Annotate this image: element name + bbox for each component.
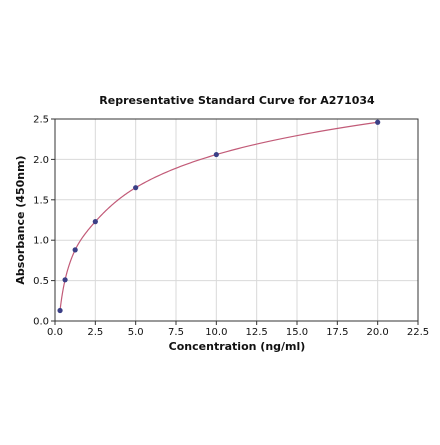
y-tick-label: 1.5: [33, 195, 49, 206]
y-axis-title: Absorbance (450nm): [14, 155, 27, 284]
data-points: [57, 119, 381, 314]
x-tick-label: 2.5: [87, 327, 103, 338]
y-tick-label: 1.0: [33, 236, 49, 247]
x-tick-label: 0.0: [47, 327, 63, 338]
data-point: [57, 307, 63, 314]
x-tick-label: 22.5: [407, 327, 429, 338]
x-tick-label: 20.0: [367, 327, 389, 338]
data-point: [133, 185, 139, 191]
x-axis-title: Concentration (ng/ml): [169, 340, 306, 353]
x-tick-label: 7.5: [168, 327, 184, 338]
data-point: [375, 119, 381, 125]
x-tick-label: 12.5: [246, 327, 268, 338]
data-point: [213, 151, 219, 158]
data-point: [62, 277, 68, 283]
x-tick-label: 10.0: [205, 327, 227, 338]
data-point: [72, 247, 78, 253]
x-tick-label: 5.0: [128, 327, 144, 338]
y-tick-label: 2.5: [33, 115, 49, 126]
x-tick-label: 15.0: [286, 327, 308, 338]
y-tick-label: 0.0: [33, 317, 49, 328]
y-tick-label: 0.5: [33, 276, 49, 287]
plot-frame: [54, 118, 419, 322]
ticks: 0.0 2.5 5.0 7.5 10.0 12.5 15.0 17.5 20.0 22.5 0.0 0…: [33, 115, 429, 339]
x-tick-label: 17.5: [326, 327, 348, 338]
chart-title: Representative Standard Curve for A27103…: [99, 94, 375, 107]
y-tick-label: 2.0: [33, 155, 49, 166]
data-point: [92, 219, 98, 225]
